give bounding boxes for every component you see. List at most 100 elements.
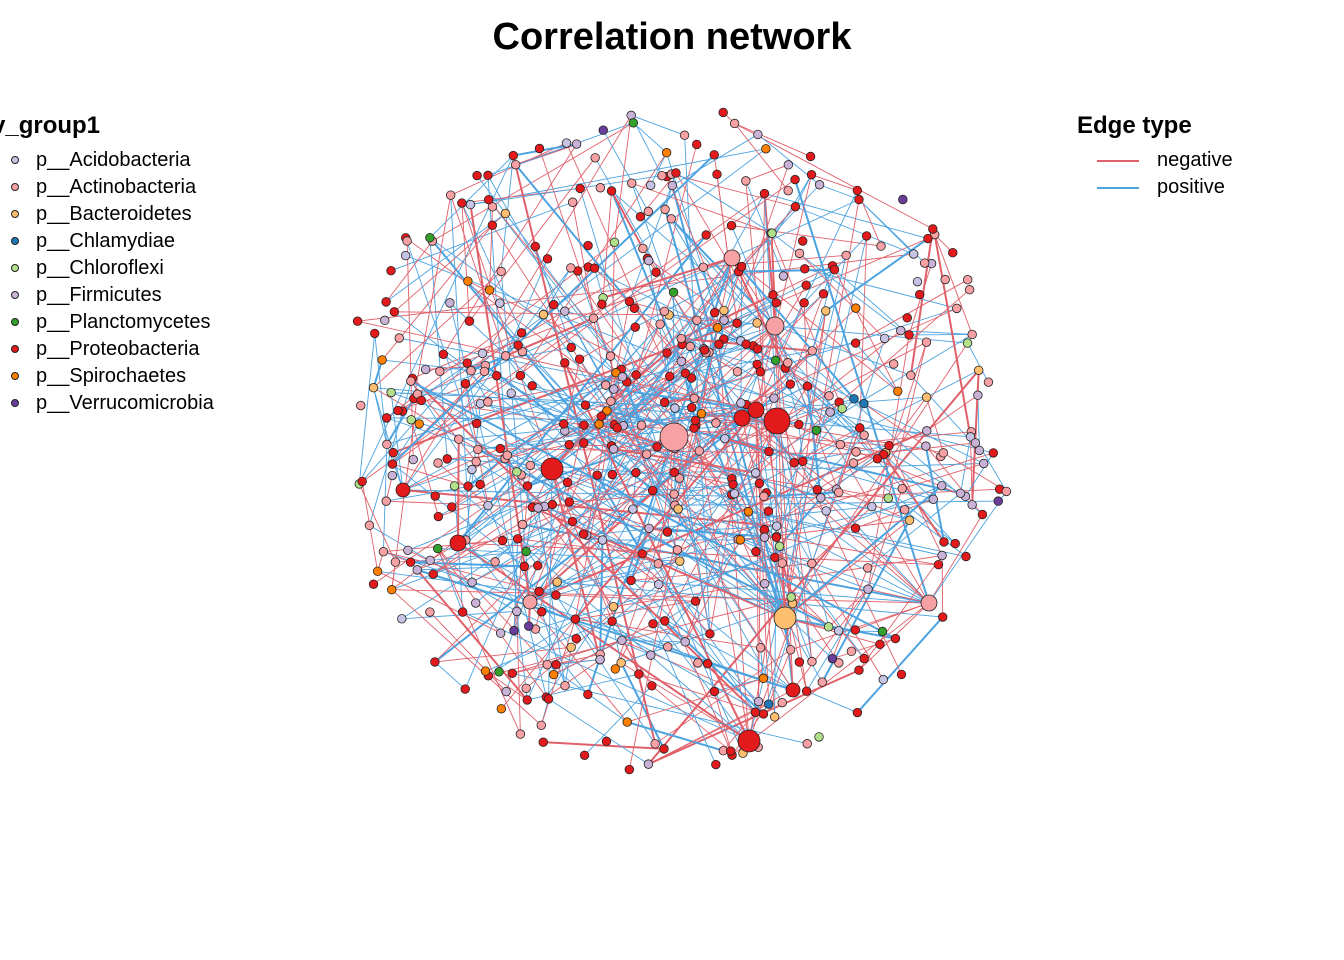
network-node [823, 622, 834, 632]
network-edge [498, 482, 568, 672]
network-edge [924, 445, 945, 543]
network-edge [731, 602, 930, 756]
network-edge [859, 235, 868, 428]
network-node [522, 594, 538, 610]
network-node [589, 263, 600, 273]
node-legend-title: v_group1 [0, 112, 101, 139]
network-edge [794, 179, 930, 604]
network-node [605, 351, 616, 361]
network-node [733, 409, 751, 427]
network-edge [811, 174, 858, 191]
network-node [433, 458, 443, 468]
network-edge [806, 588, 869, 692]
network-node [977, 509, 988, 520]
network-node [654, 579, 664, 590]
network-node [566, 642, 576, 653]
network-node [896, 669, 907, 680]
network-edge [715, 310, 725, 424]
network-edge [738, 268, 835, 273]
network-node [829, 264, 840, 275]
network-node [862, 563, 873, 573]
network-node [513, 340, 523, 350]
network-node [785, 682, 801, 698]
network-node [507, 668, 518, 679]
network-node [967, 500, 977, 510]
network-node [752, 318, 762, 328]
network-edge [514, 164, 636, 309]
network-node [659, 306, 670, 316]
network-node [487, 202, 498, 212]
network-node [893, 386, 903, 396]
network-edge [434, 661, 466, 690]
network-node [403, 545, 413, 555]
network-edge [450, 195, 507, 357]
network-edge [658, 584, 732, 752]
network-edge [457, 468, 553, 544]
network-edge [397, 375, 497, 412]
network-node [534, 143, 545, 154]
network-node [904, 515, 915, 525]
network-node [467, 577, 477, 587]
network-node [736, 398, 746, 408]
network-edge [405, 237, 479, 450]
network-node [701, 230, 711, 240]
network-node [580, 400, 591, 410]
network-node [938, 612, 948, 622]
network-node [846, 646, 857, 657]
legend-label: p__Chlamydiae [36, 230, 175, 252]
network-node [566, 263, 576, 273]
network-edge [402, 267, 572, 491]
network-node [597, 535, 608, 545]
network-node [542, 659, 552, 670]
network-node [883, 493, 893, 503]
network-node [709, 686, 720, 697]
network-node [816, 493, 826, 503]
network-node [420, 364, 431, 375]
network-node [833, 626, 844, 636]
network-node [502, 450, 512, 460]
network-node [671, 168, 681, 178]
network-node [696, 408, 707, 419]
network-node [859, 430, 869, 440]
network-node [962, 338, 973, 348]
network-edge [439, 257, 733, 372]
network-edge [583, 533, 759, 702]
network-node [393, 405, 403, 416]
network-node [463, 481, 473, 491]
network-edge [457, 364, 758, 544]
network-edge [752, 345, 808, 692]
network-node [490, 557, 500, 567]
network-edge [926, 397, 944, 453]
network-node [636, 420, 647, 430]
network-edge [768, 649, 792, 705]
network-node [389, 307, 400, 317]
network-edge [437, 548, 547, 698]
network-node [515, 729, 526, 739]
network-node [993, 496, 1003, 506]
network-node [643, 759, 654, 769]
network-node [457, 607, 468, 617]
network-edge [429, 237, 585, 426]
network-edge [902, 463, 984, 490]
network-node [377, 355, 387, 365]
legend-label: negative [1157, 149, 1233, 171]
network-node [533, 560, 543, 571]
network-node [491, 370, 502, 381]
network-node [538, 737, 548, 747]
network-node [356, 400, 366, 411]
network-edge [467, 325, 776, 487]
network-node [876, 241, 886, 251]
network-edge [798, 424, 804, 462]
network-edge [928, 514, 983, 604]
network-node [937, 550, 947, 561]
network-node [381, 297, 391, 307]
network-node [789, 457, 799, 468]
network-edge [799, 253, 886, 339]
network-edge [546, 659, 601, 698]
network-node [719, 305, 729, 316]
network-edge [465, 383, 600, 425]
network-node [472, 170, 482, 181]
network-node [759, 188, 770, 199]
network-node [551, 590, 561, 600]
network-node [785, 379, 796, 389]
